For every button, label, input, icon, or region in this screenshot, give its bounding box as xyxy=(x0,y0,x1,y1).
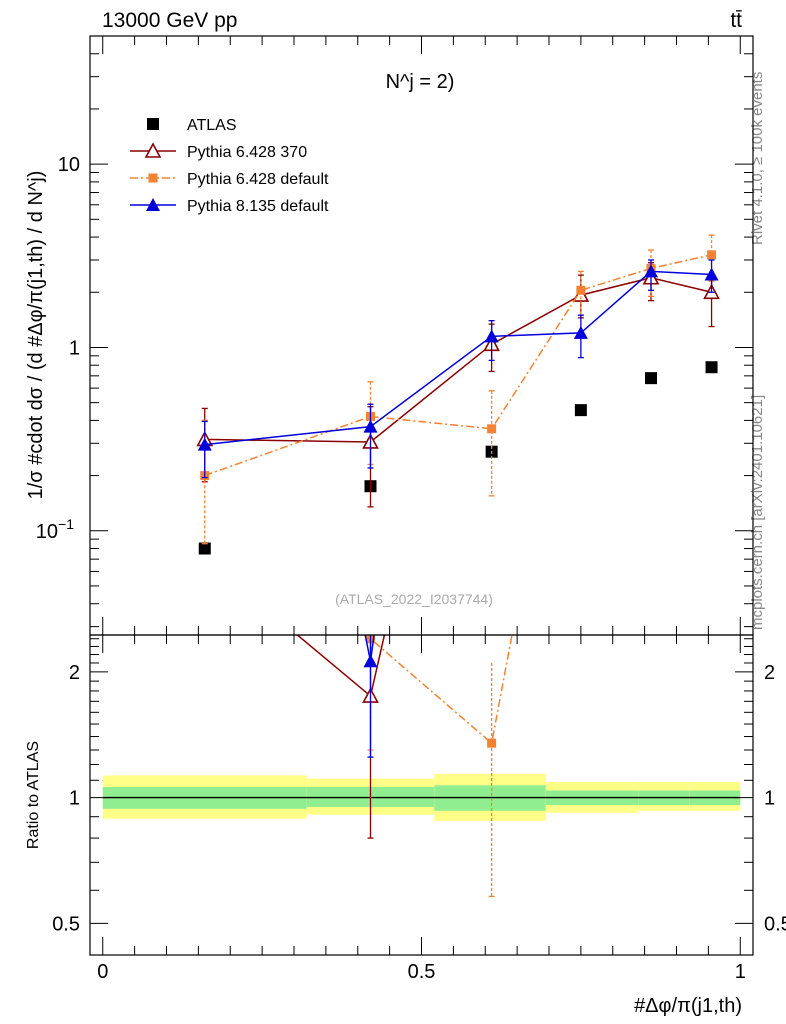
main-y-label: 1/σ #cdot dσ / (d #Δφ/π(j1,th) / d N^j) xyxy=(25,171,47,500)
series-pythia-6-428-370 xyxy=(196,262,720,508)
point-pythia-8-135-default xyxy=(644,264,658,278)
legend-marker-atlas xyxy=(147,118,159,130)
energy-label: 13000 GeV pp xyxy=(102,9,237,32)
mcplots-label: mcplots.cern.ch [arXiv:2401.10621] xyxy=(749,395,766,630)
ratio-y-label: Ratio to ATLAS xyxy=(25,741,42,849)
point-pythia-8-135-default xyxy=(704,267,719,281)
ratio-y-tick-label-left: 2 xyxy=(69,662,80,684)
main-y-tick-label: 1 xyxy=(69,337,80,359)
x-tick-label: 0.5 xyxy=(408,961,436,983)
ratio-point-pythia-6-428-default xyxy=(487,738,497,748)
point-pythia-6-428-default xyxy=(707,250,717,260)
process-label: tt̄ xyxy=(730,9,742,32)
legend-marker-pythia-6-428-default xyxy=(148,173,158,183)
ratio-axes: 0.5 0.5 1 1 2 2 0 0.5 1 xyxy=(52,635,786,983)
main-y-tick-label: 10−1 xyxy=(36,516,74,543)
legend-label-atlas: ATLAS xyxy=(187,117,237,134)
legend-marker-pythia-8-135-default xyxy=(146,198,160,211)
x-tick-label: 1 xyxy=(735,961,746,983)
point-pythia-8-135-default xyxy=(573,325,588,339)
line-pythia-8-135-default xyxy=(204,270,712,446)
ratio-y-tick-label-right: 2 xyxy=(764,662,775,684)
ratio-line-pythia-6-428-default xyxy=(363,635,513,745)
point-pythia-8-135-default xyxy=(197,437,212,451)
point-pythia-6-428-default xyxy=(487,424,497,434)
plot-title: N^j = 2) xyxy=(386,71,455,93)
ratio-frame xyxy=(89,634,754,956)
line-pythia-6-428-370 xyxy=(204,276,712,443)
main-plot-area xyxy=(196,234,720,555)
ratio-series-pythia-6-428-default xyxy=(363,635,513,898)
ratio-y-tick-label-right: 0.5 xyxy=(764,913,786,935)
x-axis-label: #Δφ/π(j1,th) xyxy=(634,995,742,1017)
ratio-y-tick-label-left: 0.5 xyxy=(52,913,80,935)
point-pythia-8-135-default xyxy=(363,419,378,433)
ratio-plot-area xyxy=(102,635,741,898)
legend-marker-pythia-6-428-370 xyxy=(144,142,162,158)
line-pythia-6-428-default xyxy=(204,254,712,477)
ratio-series-pythia-8-135-default xyxy=(363,635,378,758)
series-pythia-8-135-default xyxy=(197,259,719,479)
legend-label-pythia-6-428-default: Pythia 6.428 default xyxy=(187,171,329,188)
ratio-y-tick-label-left: 1 xyxy=(69,788,80,810)
ratio-point-pythia-8-135-default xyxy=(363,654,378,668)
ratio-y-tick-label-right: 1 xyxy=(764,788,775,810)
x-tick-label: 0 xyxy=(97,961,108,983)
legend: ATLAS Pythia 6.428 370 Pythia 6.428 defaul… xyxy=(130,117,329,215)
legend-label-pythia-8-135-default: Pythia 8.135 default xyxy=(187,198,329,215)
point-pythia-8-135-default xyxy=(484,329,499,343)
ratio-line-pythia-8-135-default xyxy=(364,635,375,662)
point-atlas xyxy=(705,361,718,374)
analysis-watermark: (ATLAS_2022_I2037744) xyxy=(335,591,493,607)
series-atlas xyxy=(198,361,718,555)
main-y-tick-label: 10 xyxy=(58,154,80,176)
point-atlas xyxy=(198,542,211,555)
point-pythia-6-428-default xyxy=(576,285,586,295)
point-atlas xyxy=(645,372,657,385)
main-axes: 10−1 1 10 xyxy=(36,35,753,635)
legend-label-pythia-6-428-370: Pythia 6.428 370 xyxy=(187,144,307,161)
point-atlas xyxy=(574,404,587,417)
